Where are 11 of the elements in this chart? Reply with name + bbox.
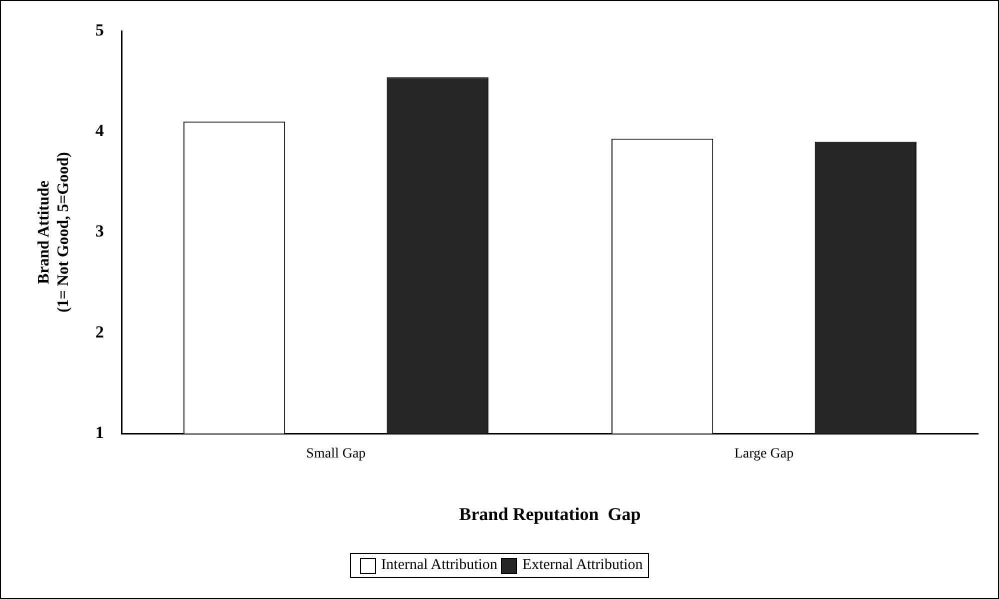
y-tick-label: 1 (95, 422, 104, 442)
y-axis-title: Brand Attitude (1= Not Good, 5=Good) (36, 152, 72, 313)
x-axis-title: Brand Reputation Gap (459, 504, 641, 524)
y-tick-label: 5 (95, 20, 104, 40)
y-tick-label: 3 (95, 222, 104, 241)
x-tick-label: Small Gap (306, 446, 366, 462)
legend-label: Internal Attribution (381, 557, 498, 574)
x-tick-label: Large Gap (734, 446, 794, 462)
y-tick-label: 2 (95, 322, 104, 342)
legend-label: External Attribution (522, 557, 643, 574)
y-tick-label: 4 (95, 121, 104, 140)
